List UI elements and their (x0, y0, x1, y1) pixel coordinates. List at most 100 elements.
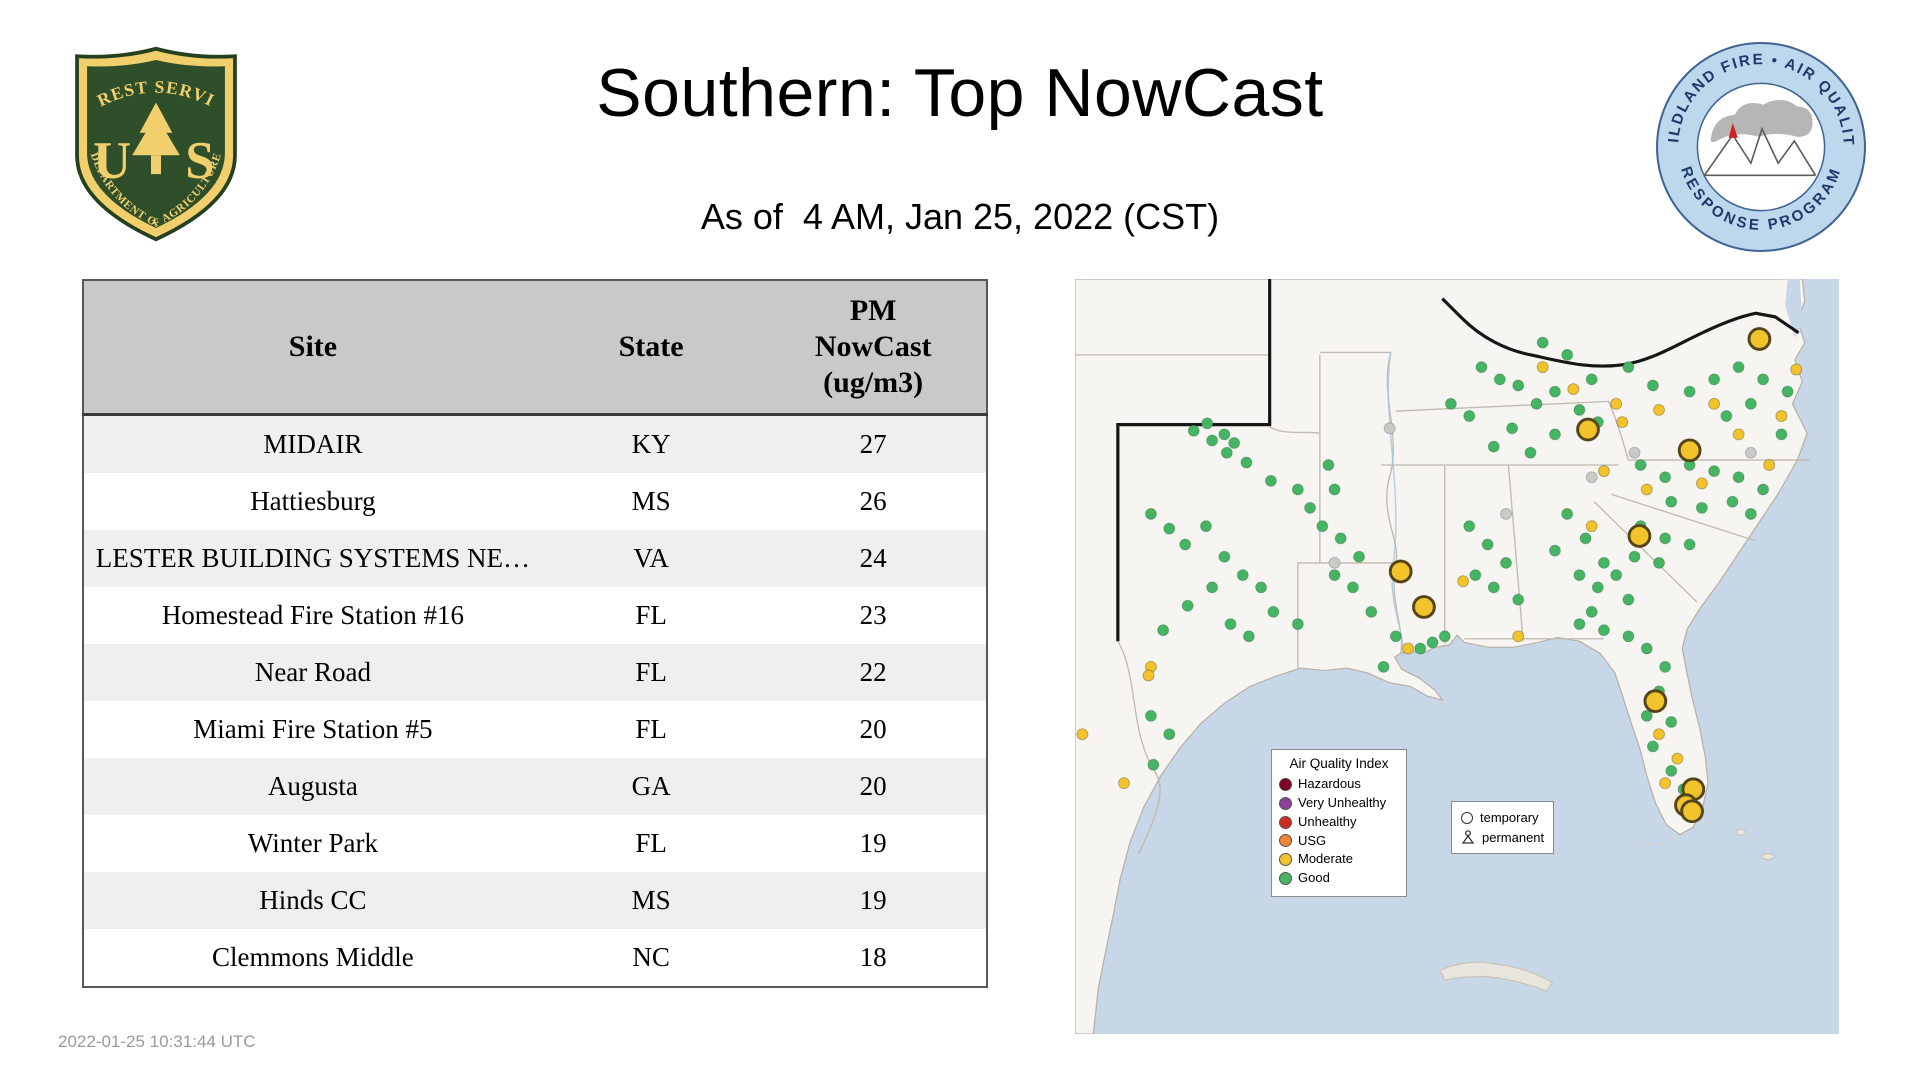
monitor-dot (1659, 532, 1672, 545)
monitor-dot (1463, 520, 1476, 533)
monitor-dot (1646, 379, 1659, 392)
monitor-dot (1469, 569, 1482, 582)
monitor-dot (1346, 581, 1359, 594)
monitor-dot (1328, 483, 1341, 496)
monitor-dot (1334, 532, 1347, 545)
pm-cell: 19 (859, 885, 887, 915)
monitor-dot (1683, 385, 1696, 398)
legend-item: Good (1279, 869, 1399, 888)
monitor-dot (1144, 709, 1157, 722)
site-cell: Homestead Fire Station #16 (161, 600, 465, 630)
monitor-dot (1487, 581, 1500, 594)
pm-cell: 27 (859, 429, 887, 459)
monitor-dot (1157, 624, 1170, 637)
legend-swatch-icon (1279, 815, 1292, 829)
legend-label: Hazardous (1298, 776, 1361, 791)
monitor-dot (1536, 336, 1549, 349)
table-row: Near Road FL 22 (83, 644, 987, 701)
monitor-dot (1573, 569, 1586, 582)
monitor-dot (1567, 383, 1580, 396)
temporary-label: temporary (1480, 810, 1539, 825)
monitor-dot (1591, 581, 1604, 594)
monitor-dot (1597, 465, 1610, 478)
monitor-dot (1665, 495, 1678, 508)
site-cell: Winter Park (247, 828, 378, 858)
aqi-legend-items: Hazardous Very Unhealthy Unhealthy USG Moder… (1279, 775, 1399, 888)
monitor-dot (1781, 385, 1794, 398)
monitor-dot (1585, 605, 1598, 618)
site-cell: Near Road (254, 657, 372, 687)
permanent-label: permanent (1482, 829, 1545, 845)
monitor-dot (1708, 397, 1721, 410)
monitor-dot (1763, 459, 1776, 471)
monitor-dot (1187, 424, 1200, 437)
monitor-dot (1646, 740, 1659, 753)
monitor-dot (1438, 630, 1451, 643)
pm-cell: 24 (859, 543, 887, 573)
table-row: MIDAIR KY 27 (83, 414, 987, 473)
monitor-dot (1628, 446, 1641, 459)
florida-keys (1670, 837, 1675, 842)
legend-label: Unhealthy (1298, 813, 1357, 829)
page-title: Southern: Top NowCast (596, 55, 1324, 131)
monitor-dot (1610, 569, 1623, 582)
monitor-dot (1206, 434, 1219, 447)
temporary-marker-icon (1461, 811, 1473, 824)
monitor-dot (1414, 642, 1427, 655)
site-cell: Hattiesburg (250, 486, 376, 516)
monitor-dot (1585, 471, 1598, 484)
island (1761, 852, 1775, 861)
monitor-dot (1144, 507, 1157, 520)
monitor-dot (1353, 550, 1366, 563)
monitor-dot (1388, 559, 1413, 584)
monitor-dot (1291, 483, 1304, 496)
monitor-dot (1457, 575, 1470, 588)
monitor-dot (1117, 777, 1130, 790)
col-header-state: State (541, 280, 761, 416)
wfaqrp-logo: WILDLAND FIRE • AIR QUALITY RESPONSE PRO… (1654, 40, 1866, 252)
table-row: Homestead Fire Station #16 FL 23 (83, 587, 987, 644)
nowcast-table-body: MIDAIR KY 27 Hattiesburg MS 26 LESTER BUILDING… (83, 414, 987, 987)
monitor-dot (1328, 556, 1341, 569)
legend-item: Unhealthy (1279, 813, 1399, 832)
site-cell: Clemmons Middle (212, 942, 414, 972)
site-cell: Miami Fire Station #5 (193, 714, 433, 744)
table-row: Augusta GA 20 (83, 758, 987, 815)
table-row: LESTER BUILDING SYSTEMS NE… VA 24 (83, 530, 987, 587)
col-header-site: Site (83, 280, 542, 416)
cuba (1439, 961, 1554, 992)
aqi-legend-title: Air Quality Index (1289, 756, 1389, 771)
monitor-dot (1757, 373, 1770, 386)
monitor-dot (1179, 538, 1192, 551)
monitor-map: Air Quality Index Hazardous Very Unhealth… (1075, 279, 1839, 1034)
monitor-dot (1322, 459, 1335, 471)
monitor-dot (1512, 593, 1525, 606)
site-cell: Augusta (267, 771, 358, 801)
monitor-dot (1732, 361, 1745, 374)
monitor-dot (1671, 752, 1684, 765)
monitor-dot (1659, 660, 1672, 673)
pm-cell: 18 (859, 942, 887, 972)
table-header-row: Site State PM NowCast (ug/m3) (83, 280, 987, 416)
site-cell: MIDAIR (263, 429, 363, 459)
monitor-dot (1242, 630, 1255, 643)
legend-item-temporary: temporary (1461, 808, 1544, 828)
monitor-dot (1659, 777, 1672, 790)
state-cell: MS (631, 486, 671, 516)
monitor-dot (1475, 361, 1488, 374)
monitor-dot (1163, 522, 1176, 535)
state-cell: FL (635, 600, 667, 630)
monitor-dot (1677, 438, 1702, 463)
generated-timestamp: 2022-01-25 10:31:44 UTC (58, 1032, 256, 1051)
monitor-dot (1585, 373, 1598, 386)
monitor-dot (1389, 630, 1402, 643)
monitor-dot (1163, 728, 1176, 741)
monitor-dot (1732, 428, 1745, 441)
monitor-dot (1744, 507, 1757, 520)
monitor-dot (1255, 581, 1268, 594)
monitor-dot (1383, 422, 1396, 435)
monitor-dot (1695, 501, 1708, 514)
nowcast-table: Site State PM NowCast (ug/m3) MIDAIR KY 27… (82, 279, 988, 988)
shield-letter-s: S (185, 132, 214, 190)
monitor-dot (1402, 642, 1415, 655)
